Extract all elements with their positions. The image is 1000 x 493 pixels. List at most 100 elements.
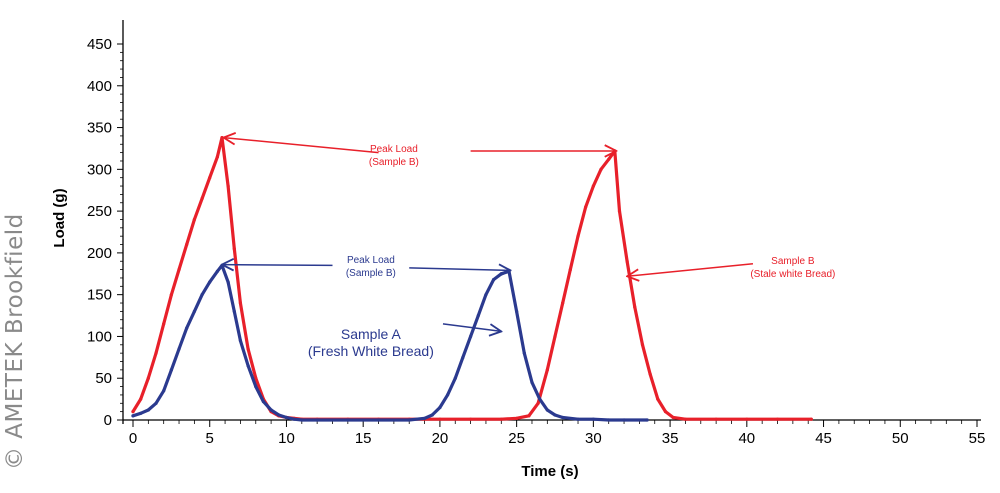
y-tick-label: 0 bbox=[104, 412, 112, 429]
data-point-sample-b bbox=[208, 176, 212, 180]
annotation-line: (Sample B) bbox=[369, 157, 419, 168]
data-point-sample-a bbox=[192, 309, 196, 313]
data-point-sample-a bbox=[226, 280, 230, 284]
x-tick-label: 50 bbox=[892, 430, 909, 447]
data-point-sample-a bbox=[469, 334, 473, 339]
data-point-sample-a bbox=[530, 380, 534, 384]
data-point-sample-a bbox=[453, 376, 457, 380]
data-point-sample-b bbox=[192, 217, 196, 222]
annotation-label: Peak Load (Sample B) bbox=[369, 144, 419, 168]
data-point-sample-a bbox=[162, 389, 166, 393]
y-tick-label: 200 bbox=[87, 245, 112, 262]
data-point-sample-a bbox=[407, 418, 411, 422]
data-point-sample-b bbox=[154, 351, 158, 355]
data-point-sample-b bbox=[640, 343, 645, 347]
data-point-sample-b bbox=[663, 410, 668, 414]
y-axis-title: Load (g) bbox=[51, 188, 68, 247]
data-point-sample-a bbox=[622, 418, 626, 422]
data-point-sample-a bbox=[269, 408, 273, 412]
data-point-sample-a bbox=[254, 384, 258, 389]
data-point-sample-a bbox=[300, 418, 304, 422]
x-tick-label: 0 bbox=[129, 430, 137, 447]
x-axis-title: Time (s) bbox=[521, 463, 578, 480]
data-point-sample-b bbox=[584, 205, 588, 209]
data-point-sample-b bbox=[591, 184, 595, 188]
annotation-line: (Sample B) bbox=[346, 268, 396, 279]
data-point-sample-b bbox=[553, 334, 557, 339]
data-point-sample-b bbox=[576, 234, 580, 238]
data-point-sample-b bbox=[139, 397, 143, 401]
data-point-sample-a bbox=[277, 413, 281, 417]
axis-ticks: 0 5 10 15 20 25 30 35 40 45 50 55 0 50 100 150 200 250 300… bbox=[87, 36, 985, 447]
data-point-sample-b bbox=[745, 417, 749, 421]
data-point-sample-b bbox=[545, 368, 549, 372]
data-point-sample-b bbox=[617, 209, 622, 213]
data-point-sample-b bbox=[215, 155, 219, 159]
data-point-sample-a bbox=[499, 272, 503, 276]
annotation-label: Peak Load (Sample B) bbox=[346, 255, 396, 279]
annotation-arrow bbox=[442, 323, 501, 332]
x-tick-label: 45 bbox=[815, 430, 832, 447]
data-point-sample-a bbox=[376, 418, 381, 422]
y-tick-label: 400 bbox=[87, 78, 112, 95]
data-point-sample-b bbox=[438, 417, 442, 421]
data-point-sample-b bbox=[683, 417, 688, 421]
x-tick-label: 15 bbox=[355, 430, 372, 447]
annotation-arrow bbox=[627, 263, 754, 277]
data-point-sample-b bbox=[671, 415, 675, 420]
data-point-sample-a bbox=[515, 309, 519, 313]
y-tick-label: 250 bbox=[87, 203, 112, 220]
data-point-sample-b bbox=[568, 268, 572, 272]
data-point-sample-a bbox=[208, 280, 212, 284]
annotation-line: Peak Load bbox=[370, 144, 418, 155]
y-tick-label: 150 bbox=[87, 287, 112, 304]
data-point-sample-b bbox=[714, 417, 718, 421]
series-lines bbox=[131, 135, 813, 422]
axes bbox=[122, 20, 981, 424]
data-point-sample-b bbox=[246, 347, 250, 351]
data-point-sample-b bbox=[633, 305, 637, 309]
y-tick-label: 50 bbox=[95, 370, 112, 387]
data-point-sample-a bbox=[607, 418, 611, 422]
data-point-sample-b bbox=[146, 376, 150, 380]
data-point-sample-b bbox=[131, 410, 135, 414]
data-point-sample-a bbox=[154, 401, 158, 405]
data-point-sample-b bbox=[648, 372, 652, 376]
data-point-sample-b bbox=[162, 322, 166, 326]
annotation-line: Peak Load bbox=[347, 255, 395, 266]
data-point-sample-a bbox=[346, 418, 350, 422]
data-point-sample-b bbox=[607, 157, 611, 161]
x-tick-label: 55 bbox=[969, 430, 986, 447]
data-point-sample-a bbox=[315, 418, 319, 422]
annotation-arrow bbox=[224, 138, 379, 154]
data-point-sample-b bbox=[220, 135, 224, 140]
y-tick-label: 450 bbox=[87, 36, 112, 53]
data-point-sample-a bbox=[438, 405, 442, 410]
data-point-sample-a bbox=[522, 351, 526, 355]
annotation-arrow bbox=[222, 265, 333, 266]
data-point-sample-a bbox=[232, 309, 236, 313]
x-tick-label: 25 bbox=[508, 430, 525, 447]
series-line-sample-a bbox=[131, 263, 649, 422]
data-point-sample-a bbox=[461, 355, 465, 359]
annotation-line: Sample B bbox=[771, 256, 815, 267]
data-point-sample-b bbox=[775, 417, 780, 421]
x-tick-label: 35 bbox=[662, 430, 679, 447]
data-point-sample-a bbox=[139, 411, 143, 415]
annotation-label: Sample A (Fresh White Bread) bbox=[308, 326, 434, 359]
data-point-sample-a bbox=[561, 415, 565, 420]
data-point-sample-b bbox=[226, 184, 230, 188]
data-point-sample-b bbox=[499, 417, 503, 421]
y-tick-label: 100 bbox=[87, 328, 112, 345]
data-point-sample-a bbox=[185, 326, 189, 330]
data-point-sample-a bbox=[476, 313, 480, 318]
data-point-sample-a bbox=[576, 417, 580, 421]
y-tick-label: 300 bbox=[87, 161, 112, 178]
data-point-sample-b bbox=[656, 397, 660, 401]
data-point-sample-a bbox=[492, 278, 496, 282]
series-line-sample-b bbox=[131, 136, 813, 421]
data-point-sample-a bbox=[177, 347, 181, 351]
data-point-sample-a bbox=[131, 414, 135, 418]
data-point-sample-a bbox=[215, 269, 219, 273]
data-point-sample-b bbox=[599, 167, 603, 171]
